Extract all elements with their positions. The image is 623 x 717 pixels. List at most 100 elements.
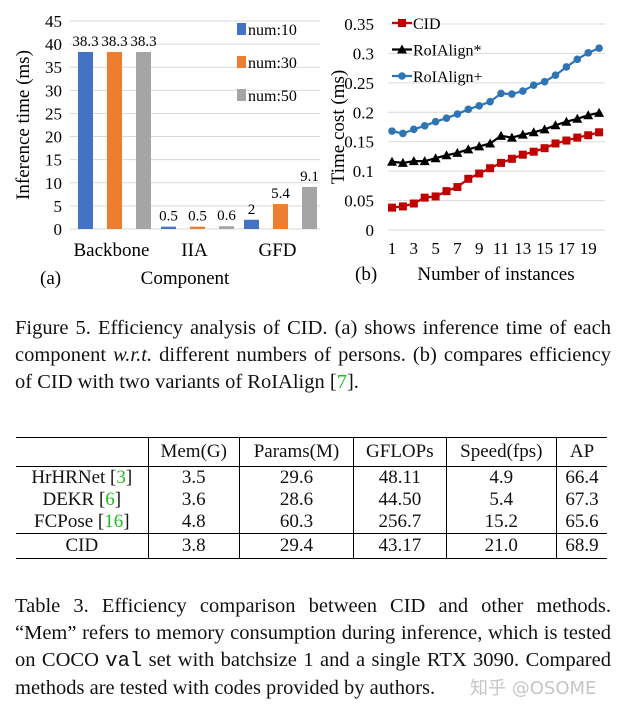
data-point (441, 150, 452, 160)
y-axis-label: Time cost (ms) (328, 70, 349, 184)
data-point (486, 97, 494, 106)
citation-link[interactable]: 16 (104, 511, 124, 532)
bar (190, 226, 205, 229)
value-cell: 5.4 (445, 489, 557, 511)
method-cell: DEKR [6] (42, 489, 122, 510)
caption-code: val (105, 650, 143, 673)
y-tick-label: 0.2 (353, 103, 374, 122)
legend-marker (398, 72, 406, 80)
data-point (529, 147, 538, 156)
efficiency-table: Mem(G) Params(M) GFLOPs Speed(fps) AP Hr… (16, 437, 607, 559)
data-point (540, 77, 549, 86)
legend-marker (397, 44, 407, 54)
data-label: 0.6 (217, 208, 236, 224)
data-point (431, 192, 440, 201)
legend-swatch (237, 89, 246, 101)
data-point (388, 127, 396, 135)
data-point (594, 107, 605, 117)
data-point (519, 87, 527, 95)
data-point (442, 187, 451, 196)
data-point (551, 139, 560, 148)
table-row: DEKR [6] 3.6 28.6 44.50 5.4 67.3 (16, 489, 607, 511)
legend-swatch (237, 23, 246, 35)
citation-link[interactable]: 6 (105, 489, 115, 510)
data-point (508, 90, 516, 98)
header-cell: Mem(G) (147, 437, 240, 467)
data-point (583, 110, 594, 120)
caption-text: different numbers of persons. (b) compar… (15, 344, 612, 393)
citation-link[interactable]: 3 (116, 467, 126, 488)
data-point (573, 55, 582, 64)
value-cell: 3.6 (147, 489, 240, 511)
x-tick-label: 5 (431, 239, 440, 258)
data-point (430, 153, 441, 163)
figure-caption: Figure 5. Efficiency analysis of CID. (a… (15, 315, 611, 396)
method-name: CID (65, 535, 99, 556)
caption-text: Table 3. Efficiency comparison between C… (15, 595, 611, 671)
bar (136, 51, 151, 229)
data-point (398, 202, 407, 211)
bar (302, 186, 317, 229)
x-tick-label: 17 (558, 239, 576, 258)
y-tick-label: 40 (45, 35, 62, 54)
x-tick-label: 11 (493, 239, 509, 258)
data-point (409, 199, 418, 208)
value-cell: 3.8 (147, 533, 240, 559)
data-point (573, 133, 582, 142)
data-point (595, 44, 603, 52)
value-cell: 65.6 (555, 511, 607, 534)
method-cell: HrHRNet [3] (31, 467, 133, 488)
y-tick-label: 35 (45, 58, 62, 77)
value-cell: 68.9 (555, 533, 607, 559)
data-label: 9.1 (300, 169, 319, 185)
x-tick-label: 15 (536, 239, 553, 258)
data-label: 38.3 (101, 34, 127, 50)
y-tick-label: 25 (45, 104, 62, 123)
x-tick-label: 19 (580, 239, 597, 258)
data-point (507, 154, 516, 163)
bar (107, 51, 122, 229)
y-tick-label: 0 (366, 221, 375, 240)
data-point (540, 144, 549, 153)
data-point (572, 113, 583, 123)
data-point (442, 114, 451, 122)
method-name: HrHRNet (31, 467, 106, 488)
legend-marker (398, 19, 406, 27)
data-label: 0.5 (188, 209, 207, 225)
header-cell: Speed(fps) (445, 437, 557, 467)
data-point (584, 131, 593, 140)
value-cell: 48.11 (353, 466, 447, 489)
data-label: 0.5 (159, 209, 178, 225)
caption-text: ]. (346, 371, 359, 393)
data-point (497, 158, 505, 167)
bar (273, 204, 288, 229)
data-point (528, 127, 539, 137)
x-tick-label: 3 (410, 239, 419, 258)
data-label: 38.3 (72, 34, 98, 50)
citation-link[interactable]: 7 (336, 371, 347, 393)
legend-label: num:10 (248, 22, 297, 39)
y-tick-label: 5 (54, 197, 63, 216)
data-point (399, 129, 407, 138)
method-cell: CID (16, 533, 149, 559)
data-label: 5.4 (271, 186, 290, 202)
caption-text: Figure 5. Efficiency analysis of CID. (a… (15, 317, 611, 366)
table-caption: Table 3. Efficiency comparison between C… (15, 593, 611, 702)
x-axis-label: Component (141, 268, 230, 289)
table-row: FCPose [16] 4.8 60.3 256.7 15.2 65.6 (16, 511, 607, 534)
data-point (453, 183, 462, 192)
data-point (496, 130, 506, 140)
data-point (388, 203, 396, 212)
data-point (562, 136, 571, 145)
data-point (550, 120, 561, 130)
panel-label: (a) (40, 268, 61, 289)
x-tick-label: GFD (258, 240, 296, 261)
legend-label: RoIAlign* (413, 43, 481, 60)
data-point (387, 156, 397, 166)
data-point (464, 105, 473, 114)
data-point (475, 102, 484, 110)
data-point (419, 156, 430, 166)
table-row: HrHRNet [3] 3.5 29.6 48.11 4.9 66.4 (16, 466, 607, 489)
y-tick-label: 0.15 (344, 133, 374, 152)
caption-italic: w.r.t. (113, 344, 153, 366)
